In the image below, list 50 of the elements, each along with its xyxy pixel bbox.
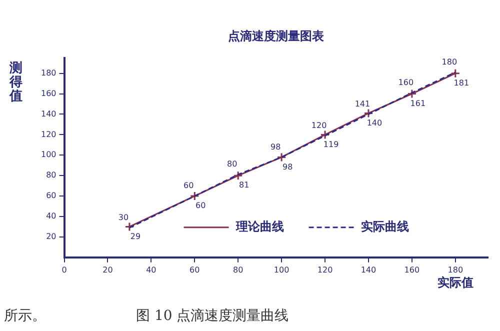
legend-label: 实际曲线 bbox=[360, 220, 409, 234]
point bbox=[276, 152, 286, 162]
data-label: 160 bbox=[398, 78, 414, 87]
data-label: 140 bbox=[366, 118, 382, 128]
point bbox=[190, 191, 200, 201]
data-label: 60 bbox=[196, 201, 206, 210]
x-axis-title: 实际值 bbox=[437, 276, 474, 290]
data-label: 181 bbox=[454, 78, 470, 88]
y-axis-title: 测得值 bbox=[8, 60, 22, 104]
x-tick-label: 60 bbox=[190, 265, 200, 274]
y-tick-label: 20 bbox=[46, 232, 56, 242]
x-tick-label: 80 bbox=[233, 265, 244, 274]
y-tick-label: 140 bbox=[40, 109, 56, 118]
y-tick-label: 60 bbox=[46, 191, 56, 200]
caption: 图 10 点滴速度测量曲线 bbox=[136, 306, 289, 324]
text: 所示。 bbox=[4, 306, 46, 324]
data-label: 30 bbox=[118, 212, 129, 222]
y-tick-label: 160 bbox=[40, 88, 56, 98]
data-label: 120 bbox=[311, 120, 327, 130]
data-label: 98 bbox=[282, 162, 293, 172]
data-label: 161 bbox=[410, 98, 426, 108]
point bbox=[320, 130, 330, 140]
x-tick-label: 0 bbox=[62, 265, 67, 274]
x-tick-label: 180 bbox=[448, 265, 464, 274]
point bbox=[450, 68, 460, 78]
x-tick-label: 40 bbox=[146, 265, 156, 274]
x-tick-label: 120 bbox=[317, 265, 333, 274]
data-label: 119 bbox=[323, 140, 339, 149]
y-tick-label: 80 bbox=[46, 170, 56, 180]
y-tick-label: 180 bbox=[40, 68, 56, 78]
data-label: 29 bbox=[130, 232, 141, 241]
legend-label: 理论曲线 bbox=[234, 220, 284, 234]
data-label: 81 bbox=[239, 180, 250, 190]
data-label: 141 bbox=[354, 99, 370, 108]
y-tick-label: 100 bbox=[40, 150, 56, 160]
chart-title: 点滴速度测量图表 bbox=[228, 29, 326, 43]
y-tick-label: 40 bbox=[46, 212, 56, 221]
y-tick-label: 120 bbox=[40, 130, 56, 139]
x-tick-label: 100 bbox=[274, 265, 290, 274]
data-label: 180 bbox=[442, 57, 458, 66]
data-label: 98 bbox=[270, 142, 281, 152]
x-tick-label: 160 bbox=[404, 265, 420, 274]
x-tick-label: 20 bbox=[102, 265, 113, 274]
point bbox=[407, 89, 417, 99]
data-label: 80 bbox=[227, 160, 238, 169]
x-tick-label: 140 bbox=[360, 265, 376, 274]
point bbox=[364, 108, 374, 118]
point bbox=[233, 170, 243, 180]
point bbox=[124, 222, 134, 232]
data-label: 60 bbox=[184, 181, 194, 190]
